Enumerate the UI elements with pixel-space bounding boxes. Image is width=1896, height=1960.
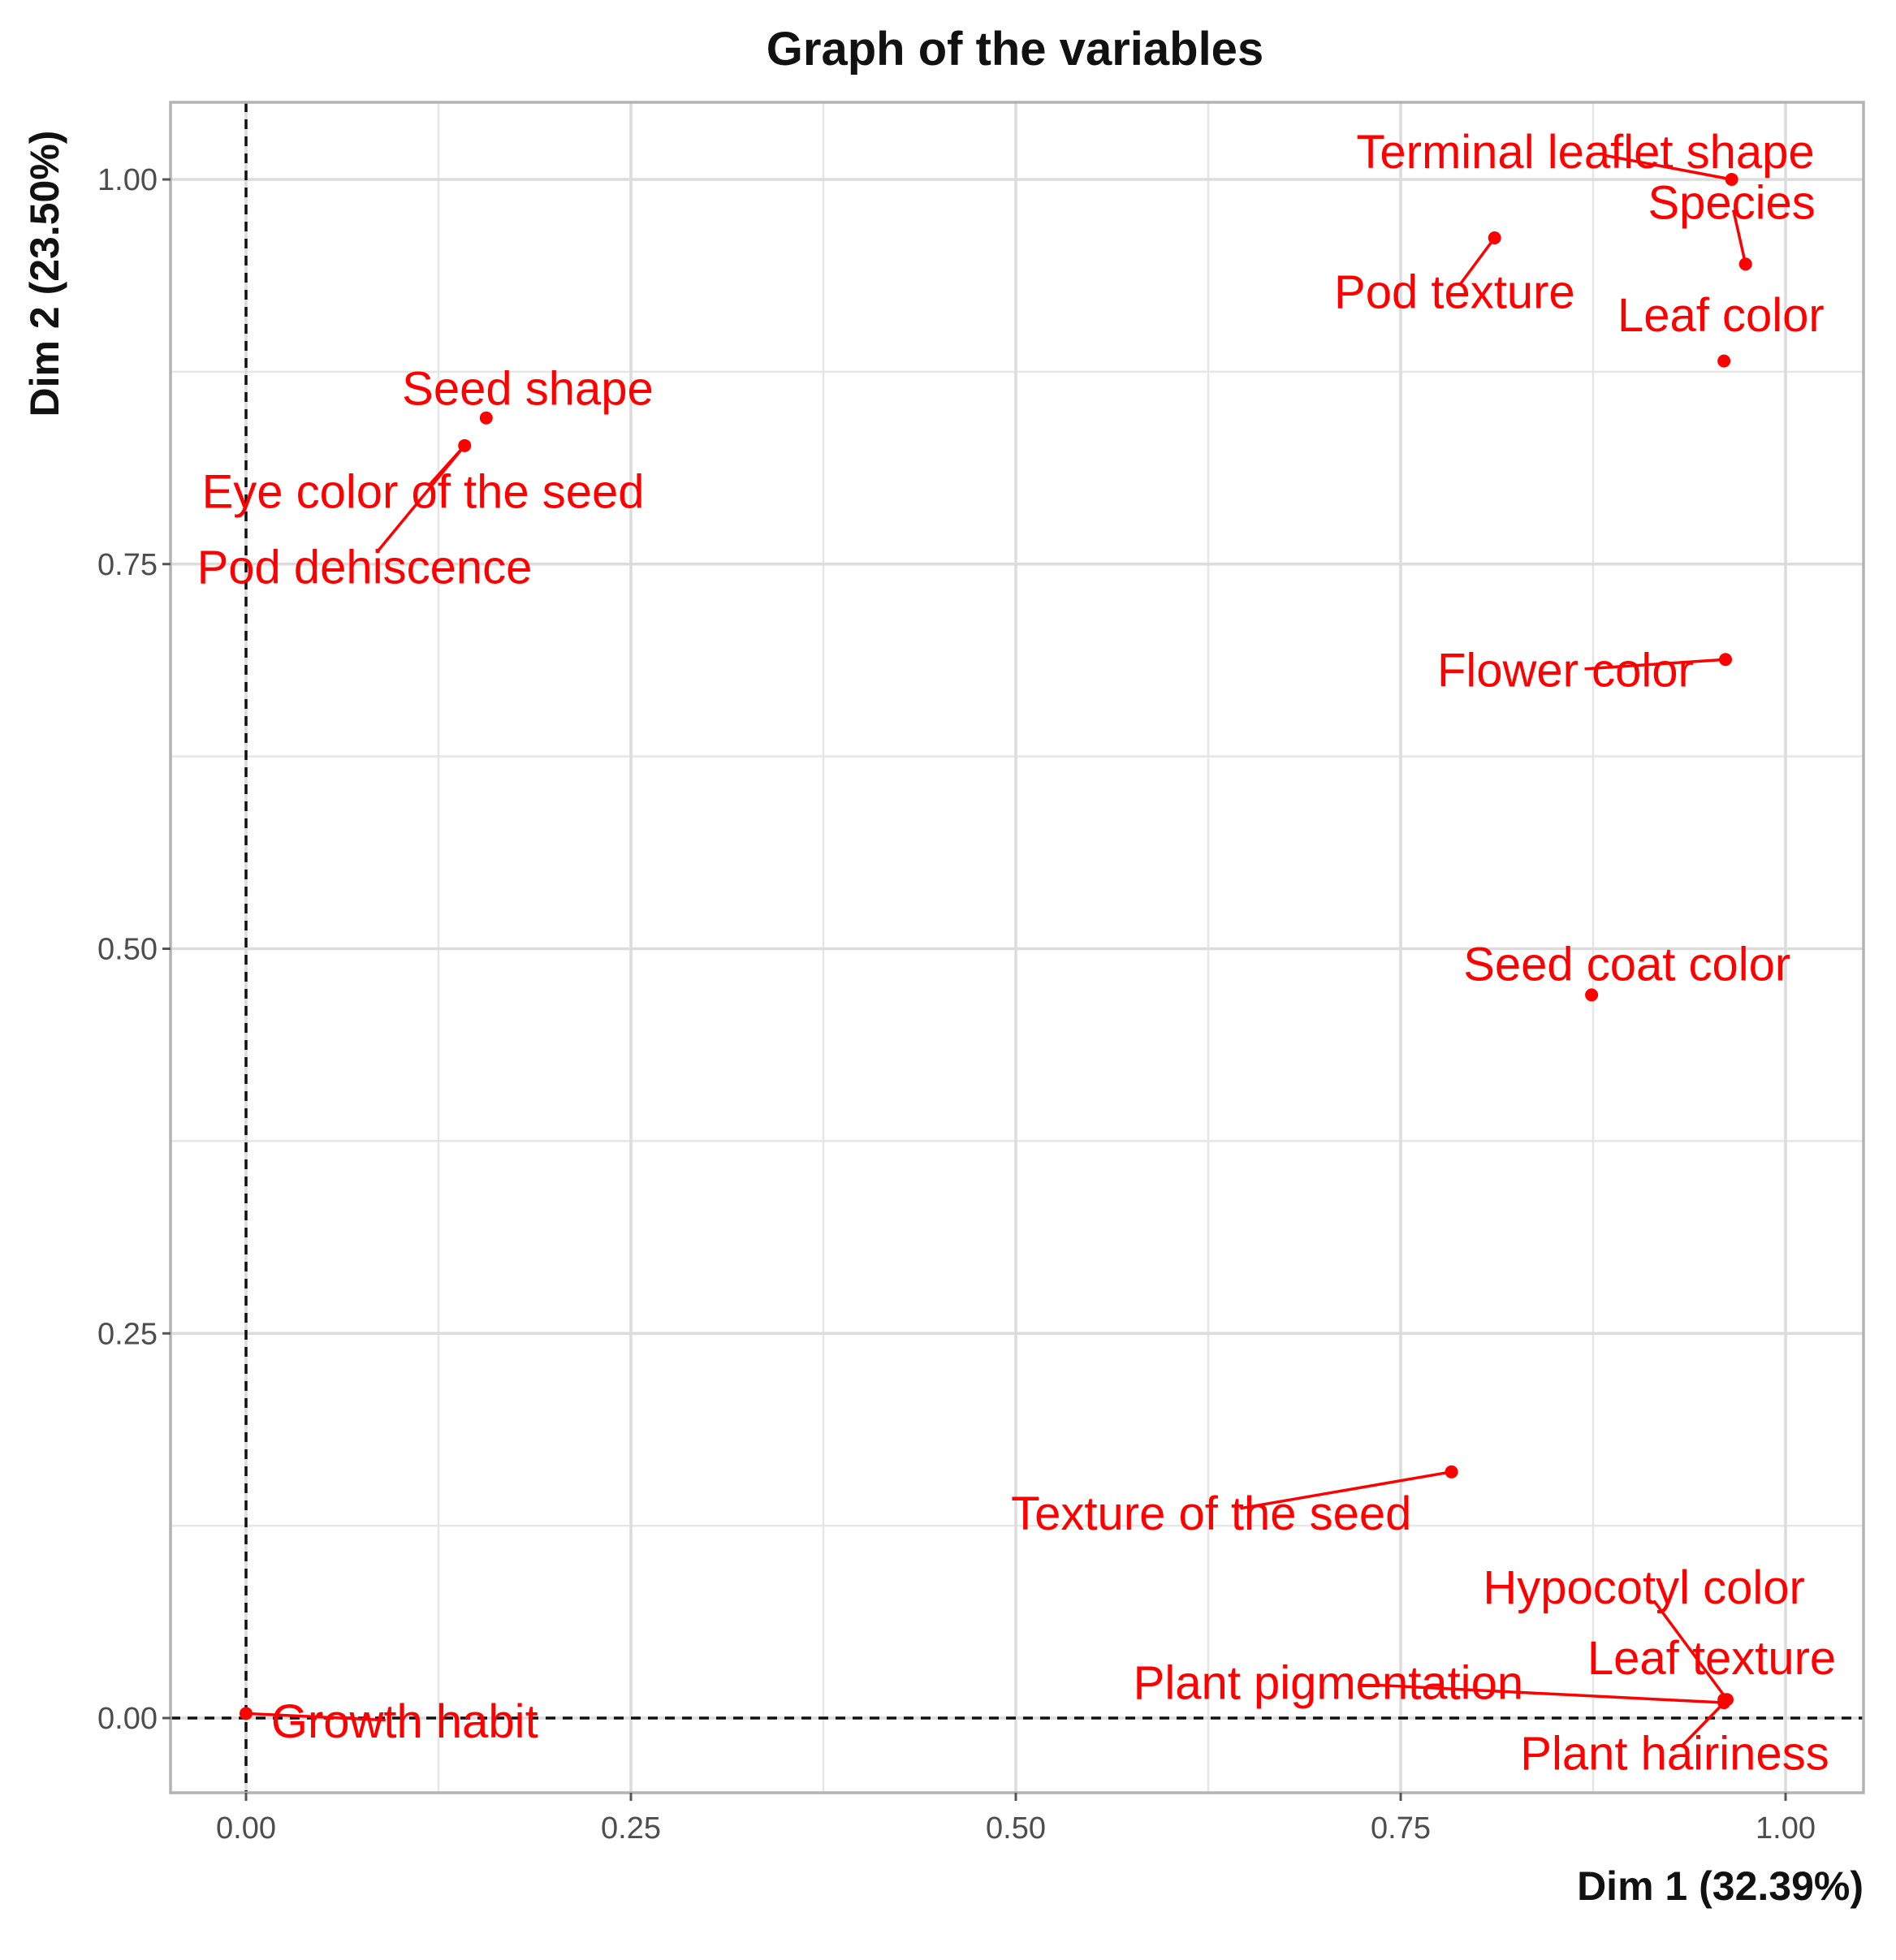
grid xyxy=(171,102,1864,1793)
x-tick-label: 0.25 xyxy=(601,1811,661,1846)
y-tick-label: 0.25 xyxy=(97,1317,158,1351)
data-point xyxy=(458,438,472,452)
label-connector xyxy=(1239,1470,1452,1510)
label-connector xyxy=(1679,1699,1729,1748)
data-point xyxy=(479,411,493,425)
point-label: Hypocotyl color xyxy=(1483,1561,1804,1614)
point-label: Terminal leaflet shape xyxy=(1356,126,1814,179)
point-label: Seed coat color xyxy=(1463,938,1790,991)
point-label: Species xyxy=(1648,176,1815,229)
x-axis-ticks: 0.00 0.25 0.50 0.75 1.00 xyxy=(216,1793,1816,1846)
y-tick-label: 0.75 xyxy=(97,548,158,582)
y-axis-ticks: 0.00 0.25 0.50 0.75 1.00 xyxy=(97,163,171,1736)
label-connector xyxy=(1652,1600,1729,1701)
label-connector xyxy=(1376,1683,1725,1704)
data-point xyxy=(1717,1696,1731,1710)
point-label: Plant hairiness xyxy=(1520,1728,1829,1781)
reference-lines xyxy=(171,102,1864,1793)
label-connector xyxy=(1602,153,1732,181)
data-point xyxy=(1719,653,1733,667)
data-point xyxy=(1717,354,1731,368)
label-connector xyxy=(375,444,466,554)
label-connector xyxy=(1584,658,1726,671)
label-connector xyxy=(1458,236,1497,287)
x-axis-title: Dim 1 (32.39%) xyxy=(1577,1863,1864,1909)
y-tick-label: 0.50 xyxy=(97,933,158,967)
label-connector xyxy=(245,1712,386,1722)
label-connectors xyxy=(245,153,1747,1748)
x-tick-label: 0.50 xyxy=(986,1811,1046,1846)
x-tick-label: 0.75 xyxy=(1371,1811,1431,1846)
point-label: Leaf texture xyxy=(1587,1632,1836,1685)
label-connector xyxy=(1731,209,1747,265)
data-points xyxy=(240,173,1752,1720)
point-label: Eye color of the seed xyxy=(202,466,645,519)
chart-title: Graph of the variables xyxy=(767,23,1263,76)
data-point xyxy=(1585,988,1599,1002)
y-tick-label: 1.00 xyxy=(97,163,158,197)
data-point xyxy=(1445,1465,1458,1479)
data-point xyxy=(1488,231,1501,245)
point-label: Pod texture xyxy=(1334,266,1575,318)
y-tick-label: 0.00 xyxy=(97,1702,158,1736)
point-label: Pod dehiscence xyxy=(197,542,533,594)
data-point xyxy=(240,1707,253,1720)
point-label: Flower color xyxy=(1437,645,1694,697)
point-label: Seed shape xyxy=(402,363,654,416)
point-label: Leaf color xyxy=(1617,289,1825,342)
point-label: Texture of the seed xyxy=(1011,1487,1411,1540)
point-label: Growth habit xyxy=(271,1695,538,1748)
data-point xyxy=(1738,257,1752,271)
data-point xyxy=(1725,173,1738,186)
x-tick-label: 1.00 xyxy=(1756,1811,1816,1846)
point-label: Plant pigmentation xyxy=(1134,1656,1523,1709)
x-tick-label: 0.00 xyxy=(216,1811,276,1846)
y-axis-title: Dim 2 (23.50%) xyxy=(22,131,67,417)
